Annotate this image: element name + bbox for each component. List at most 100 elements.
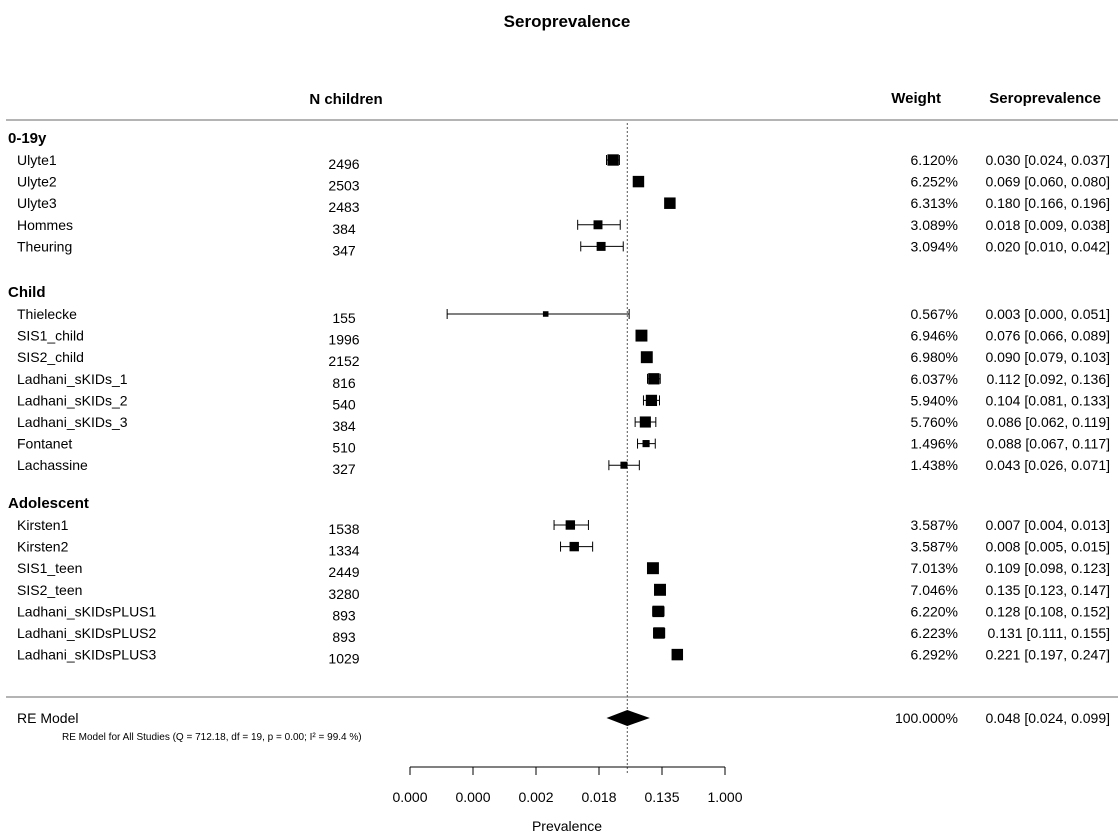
study-name: Ladhani_sKIDsPLUS3 bbox=[17, 647, 157, 663]
study-point bbox=[620, 461, 628, 469]
study-weight: 1.496% bbox=[911, 436, 958, 452]
study-ci-text: 0.008 [0.005, 0.015] bbox=[985, 539, 1110, 555]
study-rows: 0-19y Ulyte1 2496 6.120% 0.030 [0.024, 0.037… bbox=[8, 123, 1110, 775]
study-n: 2449 bbox=[328, 564, 359, 580]
study-ci-text: 0.180 [0.166, 0.196] bbox=[985, 195, 1110, 211]
x-axis: 0.000 0.000 0.002 0.018 0.135 1.000 bbox=[392, 766, 743, 805]
study-point bbox=[565, 520, 576, 530]
x-axis-label: Prevalence bbox=[532, 818, 602, 834]
study-weight: 3.587% bbox=[911, 517, 958, 533]
x-tick-label: 0.135 bbox=[644, 789, 679, 805]
study-weight: 7.013% bbox=[911, 560, 958, 576]
study-point bbox=[640, 351, 653, 364]
study-ci-text: 0.131 [0.111, 0.155] bbox=[988, 625, 1110, 641]
study-name: Ulyte2 bbox=[17, 174, 57, 190]
study-ci-text: 0.088 [0.067, 0.117] bbox=[986, 436, 1110, 452]
study-ci-text: 0.018 [0.009, 0.038] bbox=[985, 217, 1110, 233]
study-name: Hommes bbox=[17, 217, 73, 233]
study-n: 816 bbox=[332, 375, 356, 391]
study-name: SIS2_child bbox=[17, 349, 84, 365]
study-point bbox=[632, 175, 645, 188]
study-ci-text: 0.128 [0.108, 0.152] bbox=[985, 603, 1110, 619]
summary-weight: 100.000% bbox=[895, 710, 958, 726]
study-ci-text: 0.104 [0.081, 0.133] bbox=[985, 392, 1110, 408]
study-ci-text: 0.069 [0.060, 0.080] bbox=[985, 174, 1110, 190]
study-name: Ulyte1 bbox=[17, 152, 57, 168]
study-weight: 6.292% bbox=[911, 647, 958, 663]
study-ci-text: 0.030 [0.024, 0.037] bbox=[985, 152, 1110, 168]
study-ci-text: 0.109 [0.098, 0.123] bbox=[985, 560, 1110, 576]
study-n: 327 bbox=[332, 461, 356, 477]
study-name: Ladhani_sKIDs_3 bbox=[17, 414, 128, 430]
x-tick-label: 1.000 bbox=[707, 789, 742, 805]
study-weight: 6.946% bbox=[911, 328, 958, 344]
study-point bbox=[607, 154, 619, 166]
study-point bbox=[653, 627, 665, 639]
study-name: Fontanet bbox=[17, 436, 72, 452]
study-name: Ladhani_sKIDsPLUS1 bbox=[17, 603, 157, 619]
study-n: 2483 bbox=[328, 199, 359, 215]
study-point bbox=[542, 311, 549, 317]
study-ci-text: 0.086 [0.062, 0.119] bbox=[986, 414, 1110, 430]
study-point bbox=[593, 220, 603, 230]
chart-title: Seroprevalence bbox=[504, 12, 631, 31]
study-weight: 5.760% bbox=[911, 414, 958, 430]
study-ci-text: 0.090 [0.079, 0.103] bbox=[985, 349, 1110, 365]
study-name: Thielecke bbox=[17, 306, 77, 322]
study-weight: 6.252% bbox=[911, 174, 958, 190]
study-weight: 6.223% bbox=[911, 625, 958, 641]
study-name: Ladhani_sKIDs_2 bbox=[17, 392, 128, 408]
study-n: 2152 bbox=[328, 353, 359, 369]
study-n: 893 bbox=[332, 607, 356, 623]
x-tick-label: 0.002 bbox=[518, 789, 553, 805]
seroprevalence-header: Seroprevalence bbox=[989, 90, 1101, 107]
study-n: 510 bbox=[332, 440, 356, 456]
study-n: 1996 bbox=[328, 332, 359, 348]
study-weight: 6.220% bbox=[911, 603, 958, 619]
group-label: Adolescent bbox=[8, 495, 89, 512]
weight-header: Weight bbox=[891, 90, 941, 107]
study-n: 384 bbox=[332, 418, 356, 434]
study-point bbox=[596, 241, 606, 251]
study-weight: 3.089% bbox=[911, 217, 958, 233]
x-tick-label: 0.000 bbox=[392, 789, 427, 805]
study-ci-text: 0.112 [0.092, 0.136] bbox=[986, 371, 1110, 387]
study-n: 155 bbox=[332, 310, 356, 326]
study-ci-text: 0.221 [0.197, 0.247] bbox=[985, 647, 1110, 663]
study-weight: 3.094% bbox=[911, 238, 958, 254]
study-name: SIS2_teen bbox=[17, 582, 82, 598]
n-children-header: N children bbox=[309, 91, 382, 108]
summary-note: RE Model for All Studies (Q = 712.18, df… bbox=[62, 732, 362, 743]
study-point bbox=[664, 197, 676, 209]
summary-name: RE Model bbox=[17, 710, 78, 726]
study-ci-text: 0.135 [0.123, 0.147] bbox=[985, 582, 1110, 598]
study-ci-text: 0.003 [0.000, 0.051] bbox=[985, 306, 1110, 322]
study-n: 2503 bbox=[328, 178, 359, 194]
study-n: 893 bbox=[332, 629, 356, 645]
study-ci-text: 0.076 [0.066, 0.089] bbox=[985, 328, 1110, 344]
study-weight: 6.120% bbox=[911, 152, 958, 168]
study-n: 540 bbox=[332, 396, 356, 412]
study-point bbox=[654, 583, 666, 596]
study-weight: 5.940% bbox=[911, 392, 958, 408]
study-weight: 7.046% bbox=[911, 582, 958, 598]
study-point bbox=[639, 416, 651, 428]
study-name: Lachassine bbox=[17, 457, 88, 473]
summary-ci-text: 0.048 [0.024, 0.099] bbox=[985, 710, 1110, 726]
study-point bbox=[652, 605, 664, 618]
study-n: 1334 bbox=[328, 543, 359, 559]
summary-diamond bbox=[606, 710, 650, 726]
study-weight: 6.037% bbox=[911, 371, 958, 387]
study-point bbox=[635, 329, 648, 342]
study-name: Kirsten2 bbox=[17, 539, 69, 555]
study-name: SIS1_child bbox=[17, 328, 84, 344]
group-label: Child bbox=[8, 284, 46, 301]
study-name: SIS1_teen bbox=[17, 560, 82, 576]
study-n: 384 bbox=[332, 221, 356, 237]
study-weight: 1.438% bbox=[911, 457, 958, 473]
study-point bbox=[646, 562, 659, 575]
study-name: Ladhani_sKIDs_1 bbox=[17, 371, 128, 387]
study-name: Ladhani_sKIDsPLUS2 bbox=[17, 625, 157, 641]
x-tick-label: 0.000 bbox=[455, 789, 490, 805]
study-ci-text: 0.043 [0.026, 0.071] bbox=[985, 457, 1110, 473]
